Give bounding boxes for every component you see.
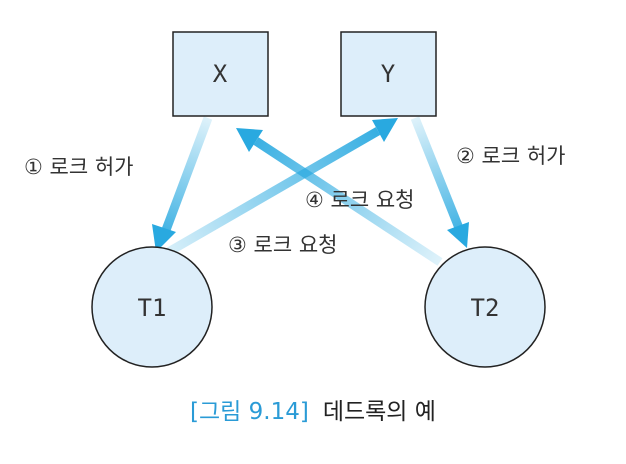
arrow-x-to-t1	[152, 116, 213, 252]
resource-y: Y	[340, 31, 437, 117]
arrow-y-to-t2	[410, 116, 469, 248]
caption-number: [그림 9.14]	[190, 399, 309, 425]
figure-caption: [그림 9.14] 데드록의 예	[0, 392, 626, 426]
edge-label-3: ③ 로크 요청	[228, 233, 337, 257]
resource-x-label: X	[213, 60, 228, 88]
resource-x: X	[172, 31, 269, 117]
arrow-t1-to-y	[155, 118, 398, 262]
transaction-t2: T2	[424, 246, 546, 368]
edge-label-2: ② 로크 허가	[456, 144, 565, 168]
edge-label-4: ④ 로크 요청	[305, 188, 414, 212]
transaction-t2-label: T2	[471, 294, 500, 322]
resource-y-label: Y	[381, 60, 396, 88]
edge-label-1: ① 로크 허가	[24, 155, 133, 179]
transaction-t1: T1	[91, 246, 213, 368]
arrow-t2-to-x	[236, 128, 443, 266]
transaction-t1-label: T1	[138, 294, 167, 322]
caption-title: 데드록의 예	[322, 399, 436, 425]
